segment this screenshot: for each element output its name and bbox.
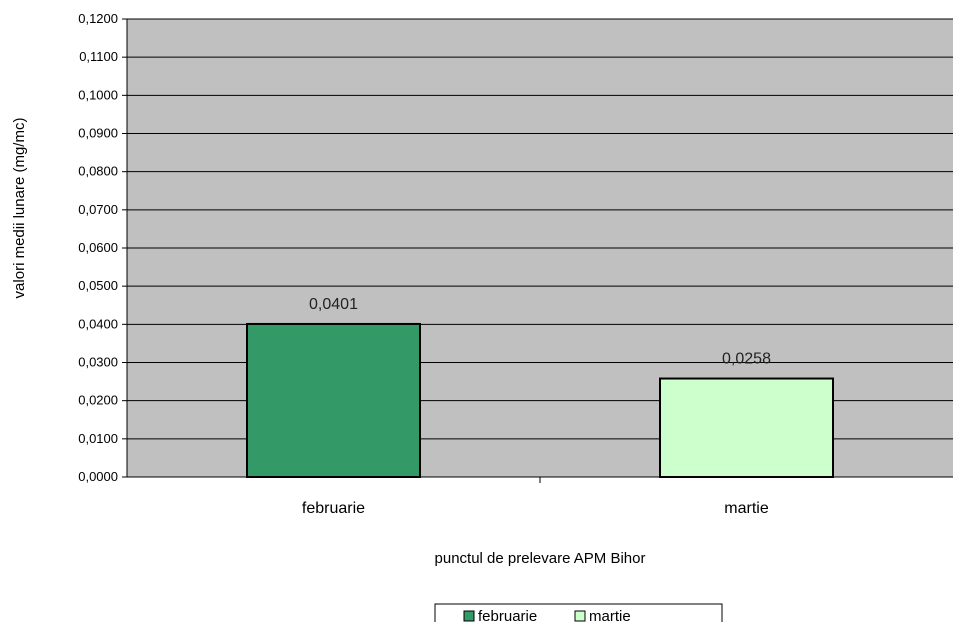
y-tick-labels: 0,0000 0,0100 0,0200 0,0300 0,0400 0,0500 0,06… bbox=[78, 11, 118, 484]
y-tick-label: 0,0500 bbox=[78, 278, 118, 293]
x-category-label: februarie bbox=[302, 500, 365, 517]
legend-swatch-februarie bbox=[463, 610, 475, 622]
y-tick-label: 0,0900 bbox=[78, 126, 118, 141]
bar-februarie bbox=[246, 322, 421, 478]
y-tick-label: 0,0000 bbox=[78, 469, 118, 484]
legend-label: martie bbox=[589, 608, 631, 622]
x-category-labels: februarie martie bbox=[302, 477, 769, 517]
bar-martie bbox=[659, 377, 834, 478]
y-tick-label: 0,0600 bbox=[78, 240, 118, 255]
y-tick-label: 0,0100 bbox=[78, 431, 118, 446]
bars bbox=[246, 322, 834, 478]
y-tick-label: 0,1100 bbox=[79, 49, 118, 64]
y-tick-label: 0,0200 bbox=[78, 393, 118, 408]
y-tick-label: 0,0300 bbox=[78, 355, 118, 370]
data-label: 0,0401 bbox=[309, 296, 358, 313]
y-tick-label: 0,0800 bbox=[78, 164, 118, 179]
y-tick-label: 0,1200 bbox=[78, 11, 118, 26]
data-label: 0,0258 bbox=[722, 351, 771, 368]
y-axis-title: valori medii lunare (mg/mc) bbox=[11, 118, 28, 299]
x-axis-title: punctul de prelevare APM Bihor bbox=[435, 550, 646, 567]
y-tick-label: 0,0700 bbox=[78, 202, 118, 217]
x-category-label: martie bbox=[724, 500, 769, 517]
legend: februarie martie bbox=[434, 603, 723, 627]
data-labels: 0,0401 0,0258 bbox=[309, 296, 771, 368]
y-tick-label: 0,1000 bbox=[78, 87, 118, 102]
y-tick-label: 0,0400 bbox=[78, 316, 118, 331]
legend-swatch-martie bbox=[574, 610, 586, 622]
legend-label: februarie bbox=[478, 608, 537, 622]
